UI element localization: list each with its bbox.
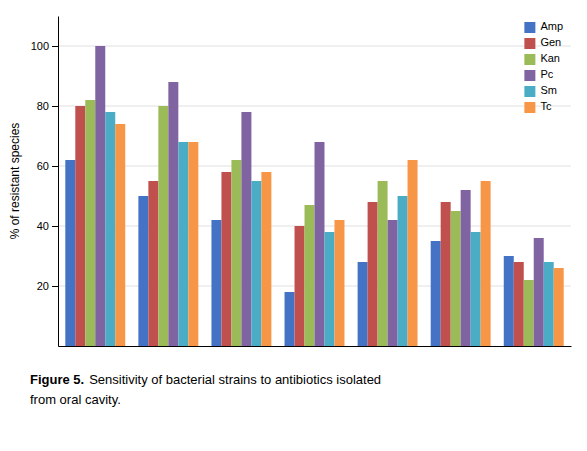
caption-label: Figure 5. [30, 372, 84, 387]
bar-series [105, 112, 553, 346]
bar-series [85, 100, 533, 346]
bar [398, 196, 408, 346]
y-tick-mark [52, 166, 58, 167]
legend-label: Gen [540, 36, 561, 48]
bar [305, 205, 315, 346]
bar [324, 232, 334, 346]
bar [295, 226, 305, 346]
bar [334, 220, 344, 346]
chart: 20 40 60 80 100 Amp Gen Kan Pc Sm Tc % of resistant… [0, 0, 587, 451]
legend-swatch [524, 54, 535, 65]
bar [231, 160, 241, 346]
legend-swatch [524, 22, 535, 33]
y-tick-mark [52, 46, 58, 47]
legend-item: Kan [524, 52, 560, 65]
caption: Figure 5. Sensitivity of bacterial strain… [30, 372, 381, 407]
bar [138, 196, 148, 346]
bar [524, 280, 534, 346]
legend-swatch [524, 70, 535, 81]
bar [408, 160, 418, 346]
bar [285, 292, 295, 346]
bar [554, 268, 564, 346]
bar [378, 181, 388, 346]
legend-label: Tc [540, 100, 552, 112]
legend-item: Gen [524, 36, 561, 49]
bar [534, 238, 544, 346]
y-tick: 80 [37, 100, 58, 112]
bar [105, 112, 115, 346]
bar [158, 106, 168, 346]
bar [315, 142, 325, 346]
legend-swatch [524, 102, 535, 113]
bar [514, 262, 524, 346]
bar [241, 112, 251, 346]
legend-item: Sm [524, 84, 557, 97]
bar [358, 262, 368, 346]
bar [211, 220, 221, 346]
legend-item: Tc [524, 100, 552, 113]
bar [481, 181, 491, 346]
x-axis-line [59, 346, 572, 347]
bar [95, 46, 105, 346]
bar [544, 262, 554, 346]
legend-item: Amp [524, 20, 563, 33]
legend-swatch [524, 86, 535, 97]
bar-series [75, 106, 523, 346]
bars [65, 46, 563, 346]
bar [188, 142, 198, 346]
y-tick: 60 [37, 160, 58, 172]
bar [368, 202, 378, 346]
caption-text: from oral cavity. [30, 392, 121, 407]
legend-item: Pc [524, 68, 553, 81]
x-axis [59, 346, 572, 348]
bar [148, 181, 158, 346]
bar [251, 181, 261, 346]
y-axis-line [58, 17, 59, 347]
y-tick: 100 [31, 40, 58, 52]
bar [451, 211, 461, 346]
caption-text: Sensitivity of bacterial strains to anti… [89, 372, 381, 387]
bar [504, 256, 514, 346]
bar [461, 190, 471, 346]
legend-label: Amp [540, 20, 563, 32]
y-tick-label: 100 [31, 40, 49, 52]
y-tick-label: 60 [37, 160, 49, 172]
legend-label: Sm [540, 84, 557, 96]
bar [65, 160, 75, 346]
y-tick-label: 20 [37, 280, 49, 292]
y-tick: 40 [37, 220, 58, 232]
bar [168, 82, 178, 346]
bar [75, 106, 85, 346]
bar-series [95, 46, 543, 346]
bar [85, 100, 95, 346]
legend-label: Kan [540, 52, 560, 64]
grid-line [58, 46, 571, 47]
bar [471, 232, 481, 346]
bar-series [65, 160, 513, 346]
bar [115, 124, 125, 346]
legend-label: Pc [540, 68, 553, 80]
legend: Amp Gen Kan Pc Sm Tc [524, 20, 563, 113]
bar [221, 172, 231, 346]
y-tick-label: 40 [37, 220, 49, 232]
y-tick: 20 [37, 280, 58, 292]
y-tick-mark [52, 286, 58, 287]
legend-swatch [524, 38, 535, 49]
y-tick-mark [52, 106, 58, 107]
bar [431, 241, 441, 346]
bar [178, 142, 188, 346]
bar [441, 202, 451, 346]
y-tick-label: 80 [37, 100, 49, 112]
grid-line [58, 106, 571, 107]
bar [261, 172, 271, 346]
bar [388, 220, 398, 346]
y-axis: 20 40 60 80 100 [31, 17, 59, 347]
bar-series [115, 124, 563, 346]
y-tick-mark [52, 226, 58, 227]
y-axis-title: % of resistant species [8, 123, 22, 240]
plot-area: 20 40 60 80 100 Amp Gen Kan Pc Sm Tc [31, 17, 572, 347]
